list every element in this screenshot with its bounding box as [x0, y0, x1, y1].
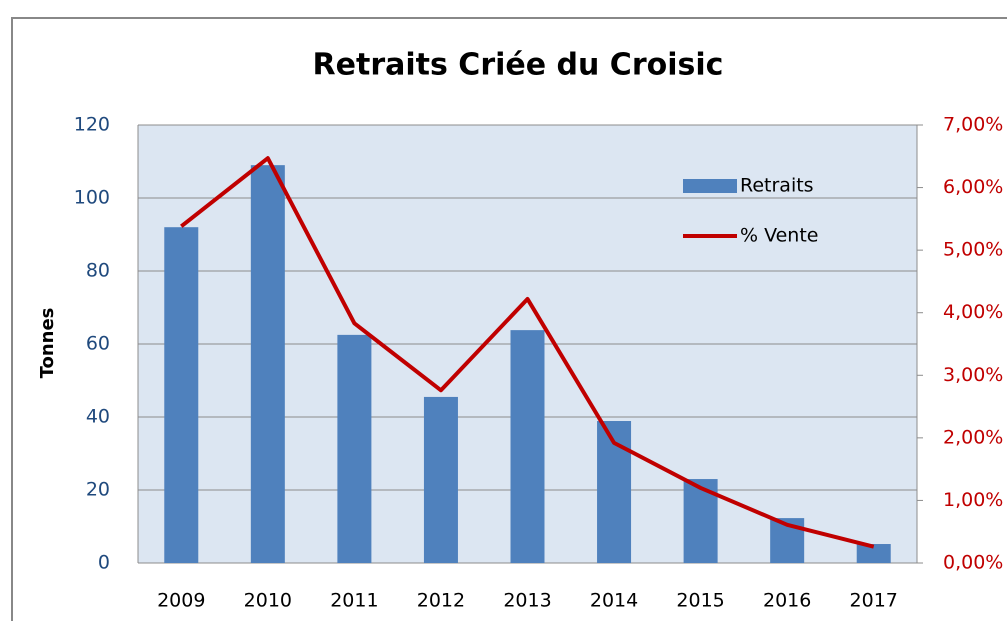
chart-border: [11, 17, 1007, 621]
y2-tick-label: 1,00%: [943, 489, 1003, 511]
x-tick-label: 2014: [590, 590, 638, 612]
y-axis-label: Tonnes: [37, 308, 58, 379]
y2-tick-label: 3,00%: [943, 364, 1003, 386]
y2-tick-label: 6,00%: [943, 176, 1003, 198]
x-tick-label: 2010: [244, 590, 292, 612]
x-tick-label: 2009: [157, 590, 205, 612]
x-tick-label: 2016: [763, 590, 811, 612]
bar: [856, 544, 891, 563]
y-tick-label: 20: [86, 479, 110, 501]
x-tick-label: 2017: [850, 590, 898, 612]
y2-tick-label: 0,00%: [943, 552, 1003, 574]
bar: [510, 330, 545, 563]
y2-tick-label: 4,00%: [943, 301, 1003, 323]
y-tick-label: 0: [98, 552, 110, 574]
y2-tick-label: 2,00%: [943, 426, 1003, 448]
bar: [337, 334, 372, 563]
legend-swatch: [683, 179, 737, 193]
y-tick-label: 40: [86, 406, 110, 428]
chart-title: Retraits Criée du Croisic: [313, 48, 724, 83]
x-tick-label: 2012: [417, 590, 465, 612]
legend-label: Retraits: [740, 175, 814, 197]
line: [180, 156, 875, 549]
bar: [164, 227, 199, 563]
x-tick-label: 2015: [676, 590, 724, 612]
y-tick-label: 80: [86, 260, 110, 282]
x-tick-label: 2013: [503, 590, 551, 612]
y2-tick-label: 7,00%: [943, 114, 1003, 136]
bar: [250, 165, 285, 563]
bar: [423, 396, 458, 563]
y-tick-label: 60: [86, 333, 110, 355]
y-tick-label: 100: [74, 187, 110, 209]
y-tick-label: 120: [74, 114, 110, 136]
legend-label: % Vente: [740, 225, 819, 247]
x-tick-label: 2011: [330, 590, 378, 612]
y2-tick-label: 5,00%: [943, 239, 1003, 261]
